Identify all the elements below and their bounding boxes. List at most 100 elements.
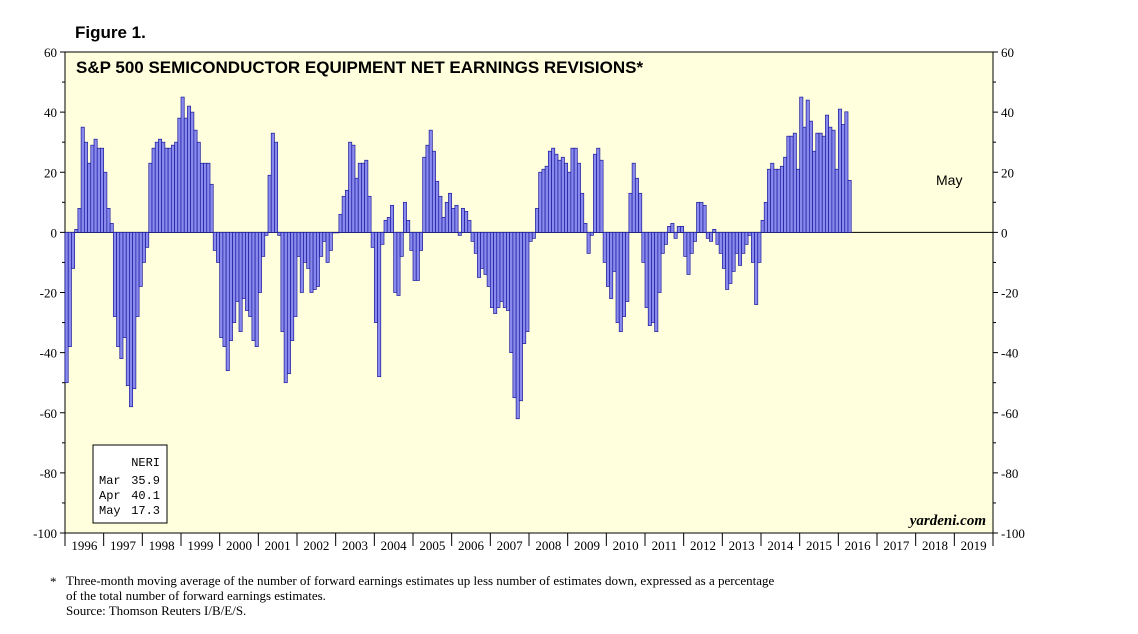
- x-tick-label: 2011: [652, 538, 678, 553]
- bar: [586, 232, 591, 254]
- bar: [158, 138, 163, 233]
- bar: [828, 126, 833, 233]
- y-axis-right: -100 -80 -60 -40 -20 0 20 40 60: [993, 45, 1025, 541]
- bar: [312, 232, 317, 290]
- bar: [599, 159, 604, 233]
- bar: [467, 220, 472, 233]
- bar: [647, 232, 652, 326]
- bar: [238, 232, 243, 332]
- legend-row-label: Mar: [99, 474, 121, 488]
- bar: [557, 159, 562, 233]
- bar: [386, 216, 391, 233]
- bar: [74, 229, 79, 233]
- bar: [145, 232, 150, 248]
- bar: [567, 171, 572, 233]
- bar: [670, 223, 675, 233]
- bar: [547, 150, 552, 233]
- y-tick-label: 0: [1001, 225, 1008, 240]
- bar: [138, 232, 143, 287]
- bar: [460, 207, 465, 233]
- bar: [721, 232, 726, 269]
- bar: [689, 232, 694, 254]
- bar: [779, 165, 784, 233]
- bar: [680, 226, 685, 233]
- bar: [560, 156, 565, 233]
- bar: [747, 232, 752, 236]
- bar: [116, 232, 121, 347]
- bar: [796, 168, 801, 233]
- bar: [818, 132, 823, 233]
- bar: [264, 232, 269, 236]
- bar: [206, 162, 211, 233]
- y-tick-label: 40: [44, 105, 57, 120]
- bar: [654, 232, 659, 332]
- bar: [341, 195, 346, 233]
- bar: [499, 232, 504, 302]
- bar: [454, 204, 459, 233]
- bar: [612, 232, 617, 272]
- bar: [657, 232, 662, 293]
- bar: [489, 232, 494, 308]
- footnote: * Three-month moving average of the numb…: [50, 573, 774, 618]
- y-tick-label: -80: [40, 466, 57, 481]
- x-tick-label: 2005: [419, 538, 445, 553]
- y-tick-label: -40: [40, 346, 57, 361]
- bar: [177, 117, 182, 233]
- watermark: yardeni.com: [908, 513, 986, 529]
- bar: [451, 207, 456, 233]
- bar: [315, 232, 320, 287]
- bar: [303, 232, 308, 263]
- bar: [731, 232, 736, 272]
- bar: [622, 232, 627, 317]
- bar: [692, 232, 697, 242]
- x-tick-label: 2016: [845, 538, 872, 553]
- bar: [415, 232, 420, 281]
- bar: [544, 165, 549, 233]
- y-tick-label: 20: [44, 165, 57, 180]
- y-tick-label: 40: [1001, 105, 1014, 120]
- bar: [734, 232, 739, 254]
- bar: [518, 232, 523, 402]
- bar: [71, 232, 76, 269]
- bar: [122, 232, 127, 338]
- y-tick-label: 0: [51, 225, 58, 240]
- bar: [383, 220, 388, 233]
- bar: [357, 162, 362, 233]
- bar: [596, 147, 601, 233]
- bar: [199, 162, 204, 233]
- bar: [428, 129, 433, 233]
- bar: [763, 201, 768, 233]
- bar: [64, 232, 69, 384]
- bar: [306, 232, 311, 269]
- bar: [699, 201, 704, 233]
- y-tick-label: -20: [40, 286, 57, 301]
- bar: [660, 232, 665, 254]
- bar: [506, 232, 511, 311]
- bars-layer: [64, 96, 852, 420]
- bar: [496, 232, 501, 308]
- bar: [309, 232, 314, 293]
- bar: [825, 114, 830, 233]
- bar: [709, 232, 714, 242]
- bar: [805, 99, 810, 233]
- x-tick-label: 2006: [458, 538, 485, 553]
- bar: [448, 192, 453, 233]
- bar: [564, 162, 569, 233]
- bar: [651, 232, 656, 323]
- x-tick-label: 2014: [767, 538, 794, 553]
- x-tick-label: 1996: [71, 538, 98, 553]
- x-tick-label: 2002: [303, 538, 329, 553]
- bar: [741, 232, 746, 254]
- bar: [257, 232, 262, 293]
- x-tick-label: 2000: [226, 538, 252, 553]
- bar: [522, 232, 527, 344]
- bar: [844, 111, 849, 233]
- bar: [483, 232, 488, 275]
- bar: [618, 232, 623, 332]
- bar: [438, 195, 443, 233]
- x-tick-label: 1998: [149, 538, 175, 553]
- bar: [718, 232, 723, 254]
- bar: [799, 96, 804, 233]
- bar: [209, 183, 214, 233]
